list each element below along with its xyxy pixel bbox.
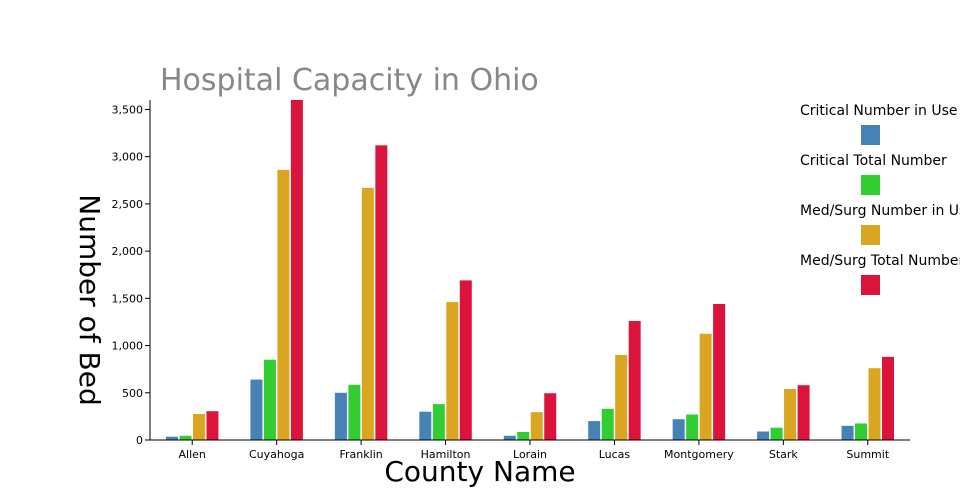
bar [855, 423, 868, 440]
bar [797, 385, 810, 440]
legend-swatch [861, 175, 880, 195]
bar [277, 169, 290, 440]
bar [459, 280, 472, 440]
bar [601, 408, 614, 440]
bar [419, 411, 432, 440]
bar [348, 384, 361, 440]
bar [686, 414, 699, 440]
bar [544, 393, 557, 440]
bar [446, 302, 459, 440]
legend-label: Med/Surg Number in Use [800, 203, 960, 219]
bar [166, 436, 178, 440]
bar [672, 419, 685, 440]
bar [841, 425, 854, 440]
y-axis-title: Number of Bed [73, 194, 106, 405]
x-tick-label: Montgomery [664, 448, 734, 461]
y-tick-label: 1,000 [112, 340, 144, 353]
y-axis: 0 500 1,000 1,500 2,000 2,500 3,000 3,500 [112, 100, 151, 447]
x-axis: Allen Cuyahoga Franklin Hamilton Lorain Lucas… [150, 439, 910, 461]
bar [628, 321, 641, 440]
bar [206, 411, 219, 440]
y-tick-label: 3,500 [112, 103, 144, 116]
legend-swatch [861, 275, 880, 295]
legend: Critical Number in Use Critical Total Num… [800, 103, 960, 295]
x-tick-label: Summit [846, 448, 889, 461]
y-tick-label: 3,000 [112, 151, 144, 164]
y-tick-label: 500 [122, 387, 143, 400]
legend-label: Critical Number in Use [800, 103, 957, 119]
bar [375, 145, 388, 440]
x-tick-label: Cuyahoga [249, 448, 304, 461]
legend-label: Critical Total Number [800, 153, 947, 169]
x-tick-label: Stark [769, 448, 799, 461]
bar [699, 333, 712, 440]
bar [263, 359, 276, 440]
bar [868, 368, 881, 440]
bar [250, 379, 263, 440]
bar [588, 421, 601, 440]
bar [361, 187, 374, 440]
bar [290, 100, 303, 440]
bar [179, 435, 192, 440]
bar [713, 304, 726, 440]
bar [615, 355, 628, 440]
bar [784, 389, 797, 440]
bar [770, 427, 783, 440]
x-tick-label: Franklin [340, 448, 383, 461]
legend-swatch [861, 225, 880, 245]
bar [530, 412, 543, 440]
x-tick-label: Allen [179, 448, 206, 461]
chart-title: Hospital Capacity in Ohio [160, 63, 539, 98]
bar [757, 431, 770, 440]
bar [432, 404, 445, 440]
y-tick-label: 1,500 [112, 292, 144, 305]
x-tick-label: Hamilton [421, 448, 471, 461]
bar [503, 435, 516, 440]
y-tick-label: 2,000 [112, 245, 144, 258]
bar [192, 414, 205, 440]
x-axis-title: County Name [384, 455, 575, 488]
bar [882, 356, 894, 440]
legend-swatch [861, 125, 880, 145]
x-tick-label: Lucas [599, 448, 631, 461]
y-tick-label: 2,500 [112, 198, 144, 211]
bar [334, 392, 347, 440]
legend-label: Med/Surg Total Number [800, 253, 960, 269]
y-tick-label: 0 [136, 434, 143, 447]
bar [517, 431, 530, 440]
bars-group [166, 100, 894, 440]
x-tick-label: Lorain [513, 448, 547, 461]
